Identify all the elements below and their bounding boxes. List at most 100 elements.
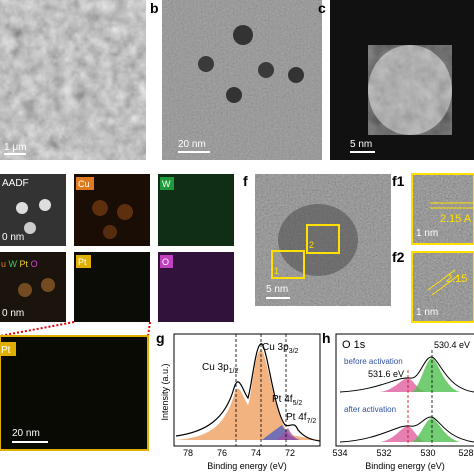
cu-fit-area bbox=[174, 349, 320, 440]
zoom-line bbox=[0, 321, 75, 337]
map-label: Cu bbox=[78, 179, 90, 189]
map-label: Pt bbox=[78, 257, 87, 267]
spectrum-title: O 1s bbox=[342, 339, 366, 351]
pt-fit-area bbox=[276, 428, 300, 440]
scale-label: 0 nm bbox=[2, 308, 24, 319]
cu-signal bbox=[92, 200, 108, 216]
spectrum bbox=[339, 416, 474, 443]
particle bbox=[258, 62, 274, 78]
peak-sub: 3/2 bbox=[289, 348, 299, 355]
peak-label: Cu 3p1/2 bbox=[202, 362, 239, 375]
particle bbox=[226, 87, 242, 103]
panel-f1: f1 2.15 A 1 nm bbox=[392, 173, 474, 245]
label-part: Pt bbox=[20, 259, 29, 269]
panel-c: c 5 nm bbox=[318, 0, 474, 160]
x-tick-label: 532 bbox=[376, 448, 391, 458]
x-tick-label: 528 bbox=[458, 448, 473, 458]
panel-label: b bbox=[150, 0, 159, 16]
lattice-texture bbox=[412, 174, 474, 244]
panel-b: b 20 nm bbox=[150, 0, 322, 160]
map-label: u W Pt O bbox=[1, 259, 38, 269]
label-box bbox=[76, 255, 91, 268]
fit-area bbox=[412, 358, 460, 392]
x-tick-label: 76 bbox=[217, 448, 227, 458]
x-tick-label: 72 bbox=[285, 448, 295, 458]
scale-label: 0 nm bbox=[2, 232, 24, 243]
scale-label: 1 nm bbox=[416, 307, 438, 318]
map-label: O bbox=[162, 257, 169, 267]
label-box bbox=[160, 177, 174, 190]
particle bbox=[288, 67, 304, 83]
panel-f: f 1 2 5 nm bbox=[243, 173, 391, 306]
peak-sub: 7/2 bbox=[307, 418, 317, 425]
label-box bbox=[0, 342, 16, 356]
fit-area bbox=[380, 426, 428, 442]
overlay-map bbox=[0, 252, 66, 322]
panel-label: g bbox=[156, 330, 165, 346]
label-part: O bbox=[31, 259, 38, 269]
x-tick-label: 74 bbox=[251, 448, 261, 458]
peak-label: Cu 3p3/2 bbox=[262, 342, 299, 355]
scale-label: 5 nm bbox=[266, 284, 288, 295]
frame bbox=[411, 251, 474, 323]
series-label: after activation bbox=[344, 405, 396, 414]
spacing-label: 2.15 A bbox=[440, 213, 472, 225]
peak-name: Cu 3p bbox=[262, 342, 289, 353]
panel-label: f2 bbox=[392, 249, 405, 265]
x-axis-label: Binding energy (eV) bbox=[207, 461, 287, 471]
panel-label: h bbox=[322, 330, 331, 346]
peak-label: Pt 4f5/2 bbox=[272, 394, 302, 407]
x-tick-label: 530 bbox=[420, 448, 435, 458]
peak-label: Pt 4f7/2 bbox=[286, 412, 316, 425]
panel-d: AADF 0 nm Cu W u W Pt O 0 nm Pt O bbox=[0, 174, 234, 322]
particle bbox=[233, 25, 253, 45]
scale-label: 1 μm bbox=[4, 142, 26, 153]
particle bbox=[278, 204, 358, 276]
label-box bbox=[160, 255, 173, 268]
panel-label: f1 bbox=[392, 173, 405, 189]
fringe-line bbox=[431, 274, 460, 296]
particle bbox=[198, 56, 214, 72]
peak-name: Cu 3p bbox=[202, 362, 229, 373]
peak-name: Pt 4f bbox=[286, 412, 307, 423]
particle-texture bbox=[368, 45, 452, 135]
sem-texture bbox=[0, 0, 146, 160]
x-axis-label: Binding energy (eV) bbox=[365, 461, 445, 471]
label-box bbox=[76, 177, 94, 190]
cu-signal bbox=[117, 204, 133, 220]
haadf-map bbox=[0, 174, 66, 246]
fringe-line bbox=[427, 269, 456, 291]
panel-label: f bbox=[243, 173, 248, 189]
particle bbox=[24, 222, 36, 234]
peak-sub: 5/2 bbox=[293, 400, 303, 407]
fit-area bbox=[412, 418, 460, 442]
roi-label: 2 bbox=[309, 240, 314, 250]
scale-label: 5 nm bbox=[350, 139, 372, 150]
peak-label: 530.4 eV bbox=[434, 340, 470, 350]
particle bbox=[39, 199, 51, 211]
zoom-line bbox=[147, 321, 151, 337]
scale-label: 20 nm bbox=[178, 139, 206, 150]
overlay-signal bbox=[18, 283, 32, 297]
peak-sub: 1/2 bbox=[229, 368, 239, 375]
panel-h: h O 1s before activation after activatio… bbox=[322, 330, 474, 471]
x-tick-label: 78 bbox=[183, 448, 193, 458]
pt-signal bbox=[0, 336, 148, 450]
spectrum bbox=[175, 343, 321, 442]
panel-g: g Cu 3p1/2 Cu 3p3/2 Pt 4f5/2 Pt 4f7/2 78… bbox=[156, 330, 321, 471]
particle bbox=[16, 202, 28, 214]
y-axis-label: Intensity (a.u.) bbox=[160, 363, 170, 420]
frame bbox=[0, 335, 149, 451]
cu-signal bbox=[103, 225, 117, 239]
panel-f2: f2 2.15 1 nm bbox=[392, 249, 474, 323]
spacing-label: 2.15 bbox=[446, 273, 467, 285]
roi-label: 1 bbox=[274, 266, 279, 276]
frame bbox=[411, 173, 474, 245]
map-label: AADF bbox=[2, 178, 29, 189]
panel-a: 1 μm bbox=[0, 0, 146, 160]
map-label: W bbox=[162, 179, 171, 189]
peak-label: 531.6 eV bbox=[368, 369, 404, 379]
overlay-signal bbox=[41, 278, 55, 292]
panel-e: Pt 20 nm bbox=[0, 321, 151, 451]
panel-label: c bbox=[318, 0, 326, 16]
